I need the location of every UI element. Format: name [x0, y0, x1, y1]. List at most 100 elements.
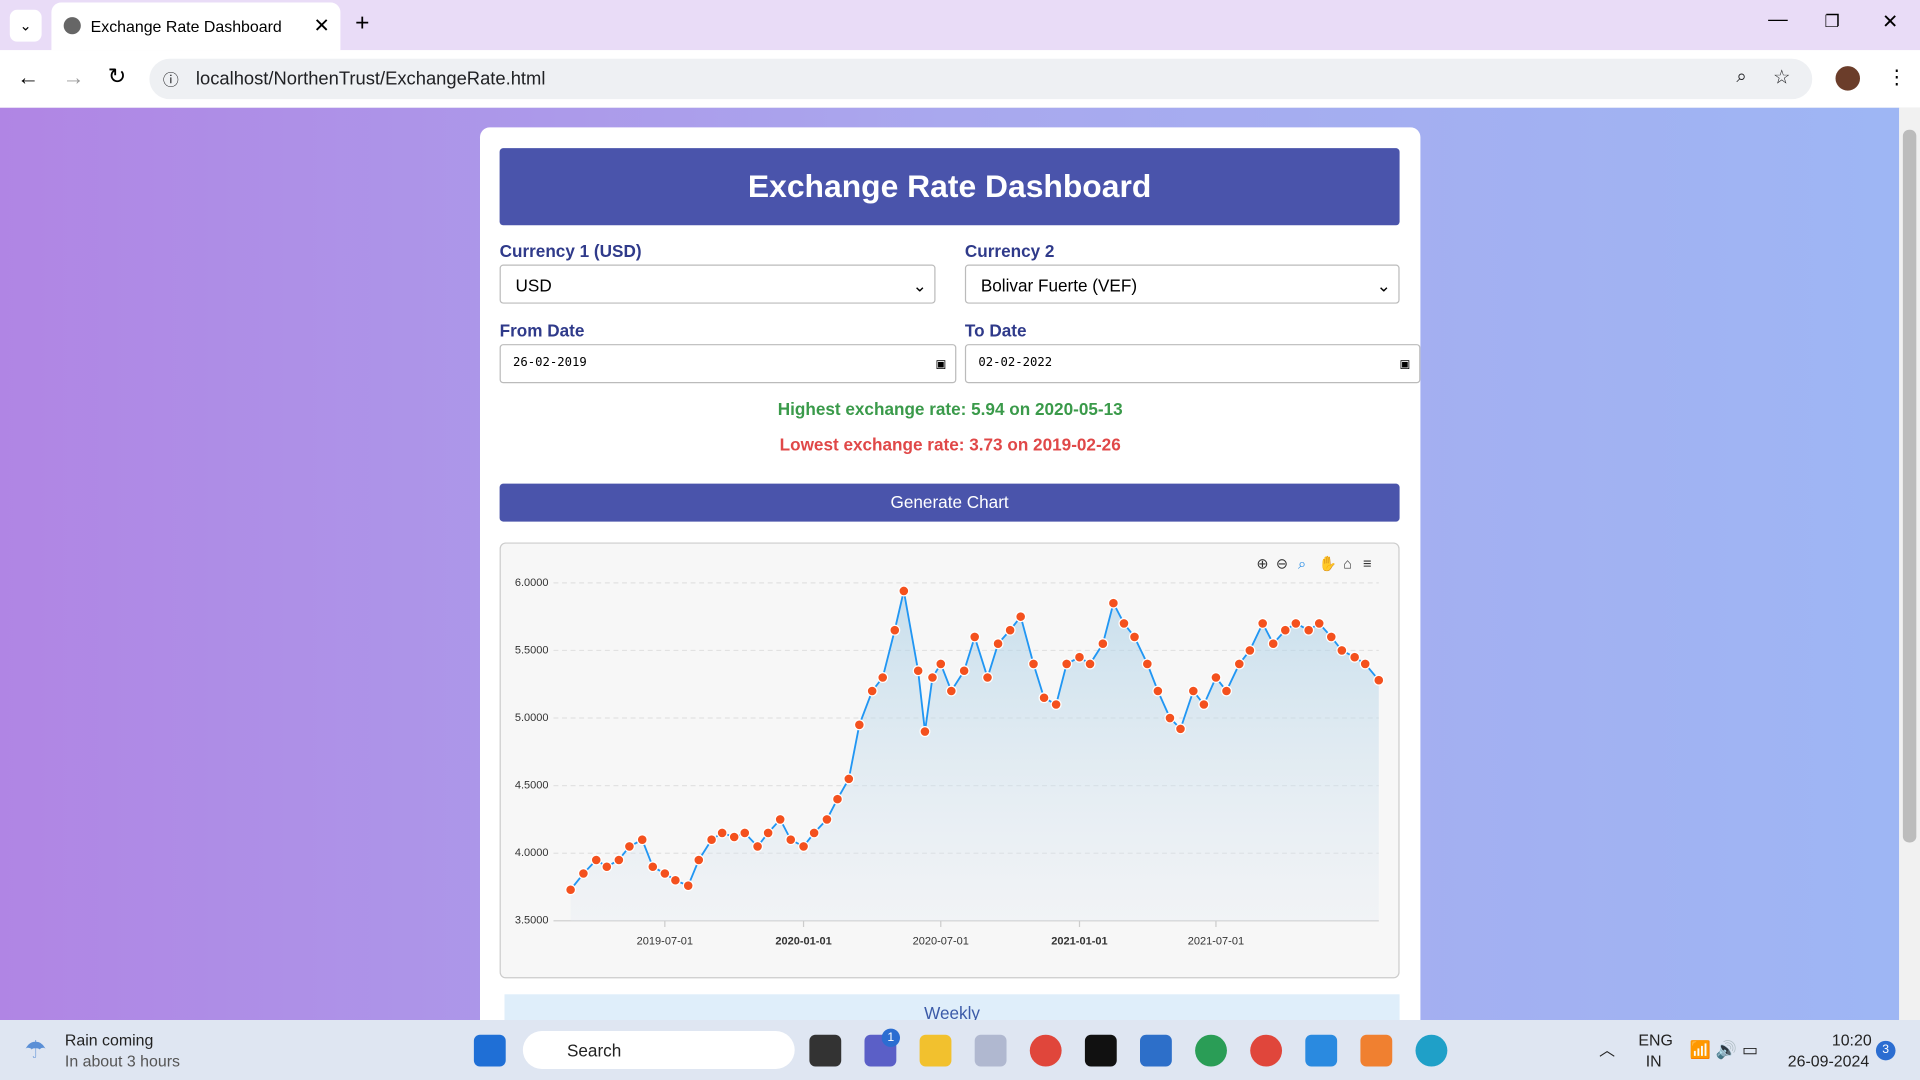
point	[1097, 638, 1109, 650]
vscode[interactable]	[1305, 1034, 1338, 1067]
close-window[interactable]: ✕	[1882, 12, 1899, 34]
search-box[interactable]: Search	[522, 1031, 795, 1069]
zoom-out[interactable]: ⊖	[1276, 556, 1288, 572]
point	[1198, 699, 1210, 711]
point	[992, 638, 1004, 650]
explorer[interactable]	[919, 1034, 952, 1067]
minimize[interactable]: —	[1768, 9, 1788, 31]
point	[1118, 617, 1130, 629]
point	[1164, 712, 1176, 724]
y-tick-label: 4.0000	[515, 847, 549, 859]
point	[565, 884, 577, 896]
lowest-rate: Lowest exchange rate: 3.73 on 2019-02-26	[779, 434, 1121, 455]
tab-menu[interactable]: ⌄	[9, 9, 42, 42]
forward[interactable]: →	[62, 64, 85, 90]
chart-menu[interactable]: ≡	[1363, 556, 1372, 572]
weather-title[interactable]: Rain coming	[64, 1031, 154, 1050]
point	[613, 854, 625, 866]
point	[1129, 631, 1141, 643]
point	[1050, 699, 1062, 711]
clock-time[interactable]: 10:20	[1831, 1031, 1872, 1050]
x-tick-label: 2021-01-01	[1051, 936, 1107, 948]
point	[1084, 658, 1096, 670]
point	[1187, 685, 1199, 697]
restore[interactable]: ❐	[1824, 11, 1840, 31]
currency2-value: Bolivar Fuerte (VEF)	[980, 275, 1138, 296]
url-field[interactable]: ⓘ localhost/NorthenTrust/ExchangeRate.ht…	[149, 58, 1813, 100]
zoom[interactable]: ⌕	[1736, 66, 1747, 87]
chrome-2[interactable]	[1195, 1034, 1227, 1067]
highest-rate: Highest exchange rate: 5.94 on 2020-05-1…	[777, 399, 1123, 419]
from-date-value: 26-02-2019	[513, 356, 587, 370]
generate-chart-button[interactable]: Generate Chart	[499, 483, 1400, 522]
point	[1244, 644, 1256, 656]
point	[1313, 617, 1325, 629]
notification-badge[interactable]: 3	[1875, 1040, 1896, 1061]
point	[1303, 624, 1315, 636]
tab-title: Exchange Rate Dashboard	[90, 17, 282, 36]
to-date-input[interactable]: 02-02-2022 ▣	[964, 344, 1421, 384]
point	[1336, 644, 1348, 656]
pan[interactable]: ✋	[1319, 554, 1337, 572]
point	[926, 671, 938, 683]
x-tick-label: 2019-07-01	[637, 936, 693, 948]
point	[1038, 692, 1050, 704]
edge[interactable]	[1415, 1034, 1448, 1067]
back[interactable]: ←	[17, 64, 40, 90]
xampp[interactable]	[1360, 1034, 1393, 1067]
favicon	[63, 17, 81, 35]
from-date-input[interactable]: 26-02-2019 ▣	[499, 344, 957, 384]
point	[1004, 624, 1016, 636]
point	[647, 861, 659, 873]
browser-tab[interactable]: Exchange Rate Dashboard ✕	[51, 2, 341, 51]
start[interactable]	[473, 1034, 506, 1067]
point	[1073, 651, 1085, 663]
point	[1210, 671, 1222, 683]
currency2-select[interactable]: Bolivar Fuerte (VEF) ⌄	[964, 264, 1400, 304]
mail[interactable]	[1140, 1034, 1172, 1067]
point	[808, 827, 820, 839]
profile[interactable]	[1835, 66, 1861, 91]
reset[interactable]: ⌂	[1343, 556, 1352, 572]
bookmark[interactable]: ☆	[1773, 67, 1791, 89]
terminal[interactable]	[1084, 1034, 1117, 1067]
point	[601, 861, 613, 873]
y-tick-label: 5.5000	[515, 644, 549, 656]
point	[1359, 658, 1371, 670]
y-tick-label: 6.0000	[515, 577, 549, 589]
chrome-1[interactable]	[1029, 1034, 1062, 1067]
clock-date[interactable]: 26-09-2024	[1787, 1051, 1870, 1071]
currency1-select[interactable]: USD ⌄	[499, 264, 936, 304]
new-tab[interactable]: +	[355, 9, 370, 37]
menu[interactable]: ⋮	[1886, 67, 1907, 89]
point	[623, 840, 635, 852]
weekly-tab[interactable]: Weekly	[504, 994, 1400, 1021]
language[interactable]: ENG	[1638, 1031, 1673, 1050]
task-view[interactable]	[809, 1034, 842, 1067]
currency1-label: Currency 1 (USD)	[499, 241, 642, 261]
chrome-3[interactable]	[1250, 1034, 1283, 1067]
address-bar: ← → ↻ ⓘ localhost/NorthenTrust/ExchangeR…	[0, 50, 1920, 109]
tab-close[interactable]: ✕	[313, 15, 330, 37]
region[interactable]: IN	[1645, 1051, 1662, 1071]
point	[866, 685, 878, 697]
point	[969, 631, 981, 643]
snipping[interactable]	[974, 1034, 1007, 1067]
weather-icon: ☂	[24, 1037, 47, 1065]
x-tick-label: 2020-07-01	[913, 936, 969, 948]
point	[693, 854, 705, 866]
weather-subtitle[interactable]: In about 3 hours	[64, 1051, 180, 1071]
scrollbar[interactable]	[1899, 107, 1920, 1021]
point	[716, 827, 728, 839]
point	[752, 840, 764, 852]
tray-expand[interactable]: ︿	[1599, 1040, 1616, 1060]
zoom-select[interactable]: ⌕	[1298, 556, 1306, 572]
area	[570, 590, 1379, 921]
point	[1152, 685, 1164, 697]
point	[798, 840, 810, 852]
zoom-in[interactable]: ⊕	[1256, 556, 1268, 572]
tray-icons[interactable]: 📶 🔊 ▭	[1689, 1039, 1759, 1060]
currency1-value: USD	[515, 275, 552, 296]
reload[interactable]: ↻	[107, 63, 127, 89]
